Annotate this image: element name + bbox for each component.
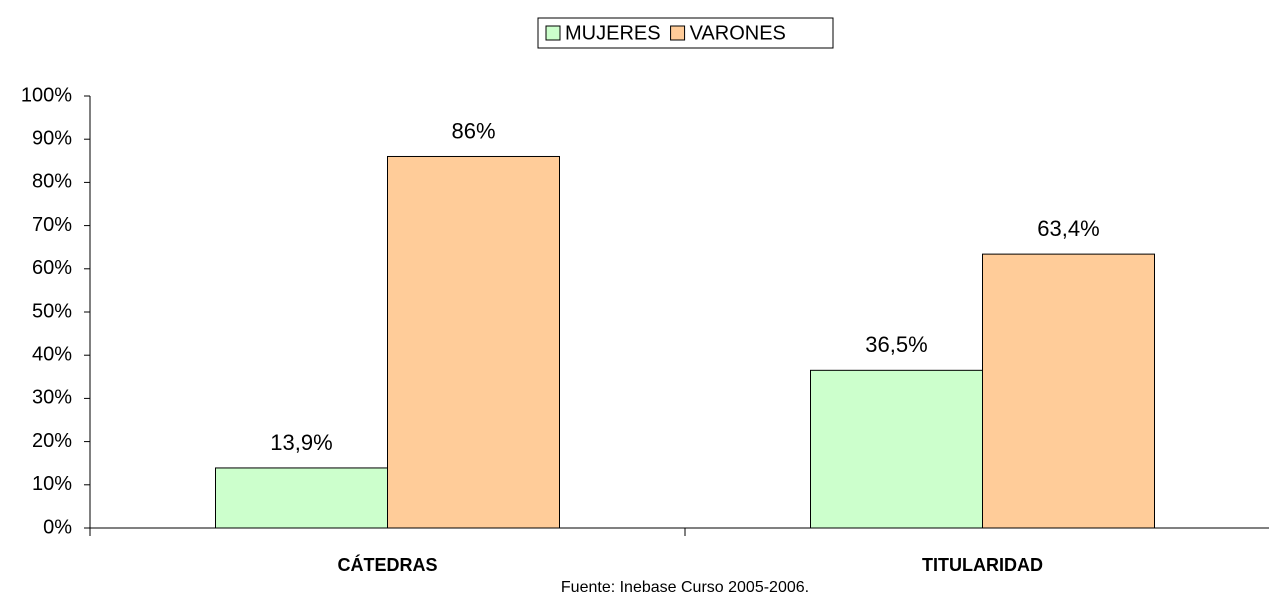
y-tick-label: 80% — [32, 171, 72, 193]
value-label: 36,5% — [865, 332, 927, 357]
value-label: 86% — [451, 118, 495, 143]
value-label: 13,9% — [270, 430, 332, 455]
y-tick-label: 100% — [21, 84, 72, 106]
x-tick-label: CÁTEDRAS — [337, 554, 437, 575]
x-tick-label: TITULARIDAD — [922, 555, 1043, 575]
y-tick-label: 50% — [32, 300, 72, 322]
y-tick-label: 90% — [32, 127, 72, 149]
y-tick-label: 0% — [43, 516, 72, 538]
y-tick-label: 20% — [32, 430, 72, 452]
bar — [810, 369, 983, 529]
y-tick-label: 10% — [32, 473, 72, 495]
y-tick-label: 30% — [32, 387, 72, 409]
value-label: 63,4% — [1037, 216, 1099, 241]
legend-swatch — [670, 25, 686, 41]
y-tick-label: 60% — [32, 257, 72, 279]
bar — [387, 155, 560, 529]
bar — [215, 467, 388, 529]
legend-box — [537, 17, 834, 49]
legend-label: VARONES — [690, 22, 786, 44]
legend-label: MUJERES — [565, 22, 661, 44]
y-tick-label: 70% — [32, 214, 72, 236]
y-tick-label: 40% — [32, 343, 72, 365]
source-note: Fuente: Inebase Curso 2005-2006. — [561, 579, 809, 596]
bar — [982, 253, 1155, 529]
legend-swatch — [545, 25, 561, 41]
